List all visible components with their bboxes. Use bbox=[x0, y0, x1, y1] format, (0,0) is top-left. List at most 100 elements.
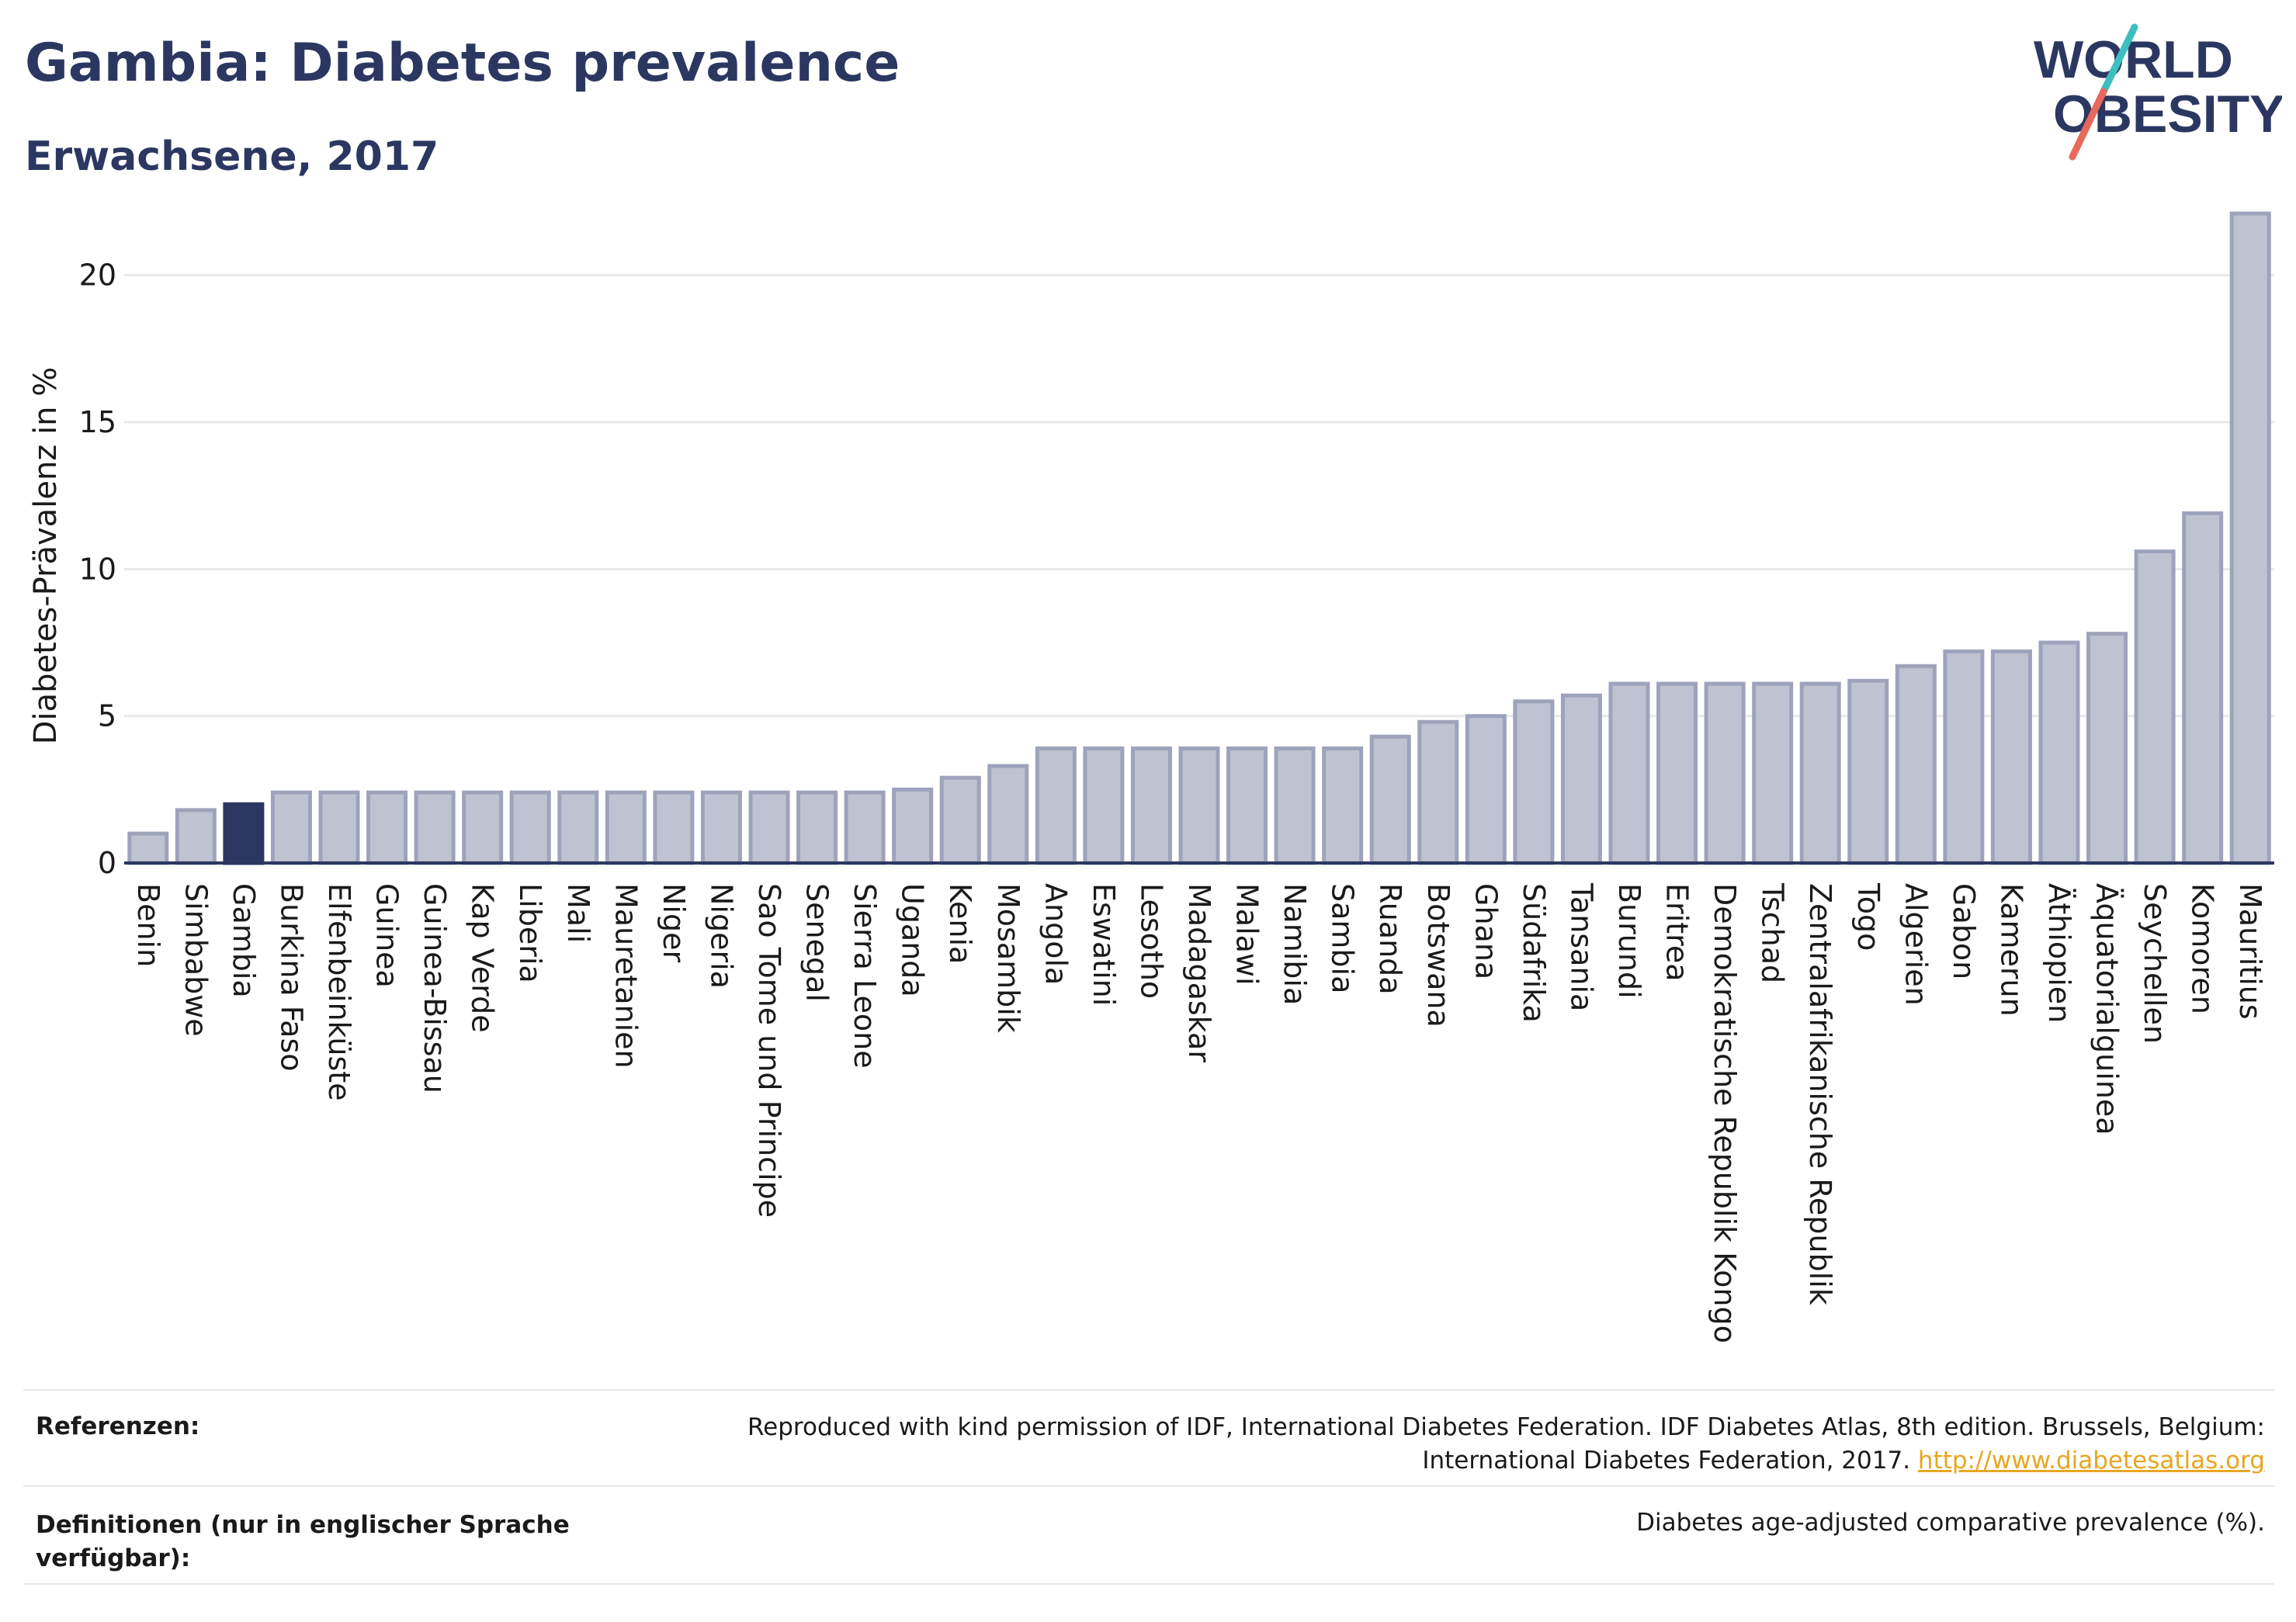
y-tick-label: 10 bbox=[79, 552, 116, 586]
x-tick-label: Algerien bbox=[1899, 883, 1933, 1006]
x-tick-label: Angola bbox=[1039, 883, 1073, 985]
x-tick-label: Äthiopien bbox=[2042, 883, 2076, 1023]
x-tick-label: Zentralafrikanische Republik bbox=[1803, 883, 1837, 1305]
bar-seychellen bbox=[2134, 549, 2176, 865]
x-tick-label: Senegal bbox=[800, 883, 834, 1002]
x-tick-label: Tschad bbox=[1756, 882, 1790, 983]
bar-mauritius bbox=[2229, 211, 2271, 865]
bar-kamerun bbox=[1990, 649, 2032, 865]
x-tick-label: Kap Verde bbox=[466, 883, 500, 1033]
bar-benin bbox=[127, 831, 169, 865]
x-tick-label: Malawi bbox=[1230, 883, 1264, 986]
x-tick-label: Eritrea bbox=[1660, 883, 1694, 982]
definitions-text: Diabetes age-adjusted comparative preval… bbox=[1636, 1509, 2265, 1537]
x-tick-label: Demokratische Republik Kongo bbox=[1708, 883, 1742, 1343]
bar-burkina-faso bbox=[270, 790, 312, 865]
page-title: Gambia: Diabetes prevalence bbox=[25, 33, 900, 94]
bar-tschad bbox=[1752, 681, 1794, 865]
x-tick-label: Lesotho bbox=[1134, 883, 1168, 999]
x-tick-label: Burkina Faso bbox=[274, 883, 308, 1072]
x-tick-label: Niger bbox=[657, 883, 691, 962]
bar-botswana bbox=[1417, 719, 1459, 865]
bar-malawi bbox=[1226, 746, 1268, 865]
bar-gabon bbox=[1943, 649, 1985, 865]
bar-angola bbox=[1035, 746, 1077, 865]
x-tick-label: Tansania bbox=[1564, 882, 1598, 1011]
bar-sao-tome-und-principe bbox=[748, 790, 790, 865]
x-tick-label: Elfenbeinküste bbox=[322, 883, 356, 1101]
x-tick-label: Botswana bbox=[1421, 883, 1455, 1028]
footer-divider-bottom bbox=[23, 1583, 2274, 1585]
x-tick-label: Ghana bbox=[1469, 883, 1503, 979]
x-tick-label: Mali bbox=[561, 883, 595, 943]
x-tick-label: Liberia bbox=[513, 883, 547, 983]
bar-guinea bbox=[366, 790, 408, 865]
x-tick-label: Ruanda bbox=[1373, 883, 1407, 995]
x-tick-label: Sao Tome und Principe bbox=[752, 883, 786, 1218]
x-tick-label: Mauritius bbox=[2233, 883, 2267, 1020]
bar-namibia bbox=[1274, 746, 1316, 865]
logo-slash-bottom bbox=[2069, 88, 2107, 161]
bar-simbabwe bbox=[175, 808, 217, 865]
references-link[interactable]: http://www.diabetesatlas.org bbox=[1917, 1447, 2265, 1475]
bar-niger bbox=[653, 790, 695, 865]
x-tick-label: Komoren bbox=[2186, 883, 2220, 1014]
references-line1: Reproduced with kind permission of IDF, … bbox=[747, 1413, 2265, 1441]
x-tick-label: Burundi bbox=[1612, 883, 1646, 999]
bar-zentralafrikanische-republik bbox=[1799, 681, 1841, 865]
bar-äthiopien bbox=[2038, 640, 2080, 865]
x-tick-label: Kenia bbox=[943, 883, 977, 964]
x-tick-label: Simbabwe bbox=[179, 883, 213, 1037]
y-tick-label: 15 bbox=[79, 405, 116, 439]
x-tick-label: Guinea-Bissau bbox=[418, 883, 452, 1093]
bar-uganda bbox=[892, 787, 934, 865]
bar-komoren bbox=[2182, 511, 2224, 865]
bar-liberia bbox=[509, 790, 551, 865]
y-tick-label: 5 bbox=[98, 699, 116, 733]
world-obesity-logo: WORLD OBESITY bbox=[2034, 23, 2282, 161]
logo-slash-top bbox=[2100, 23, 2138, 95]
x-tick-label: Gabon bbox=[1947, 883, 1981, 979]
bar-kap-verde bbox=[462, 790, 504, 865]
x-tick-label: Eswatini bbox=[1087, 883, 1121, 1006]
definitions-label: Definitionen (nur in englischer Sprache … bbox=[36, 1511, 570, 1572]
references-label: Referenzen: bbox=[36, 1412, 200, 1440]
bar-gambia bbox=[223, 802, 265, 865]
bar-sambia bbox=[1322, 746, 1364, 865]
x-tick-label: Benin bbox=[131, 883, 165, 967]
bar-elfenbeinküste bbox=[318, 790, 360, 865]
footer-divider-top bbox=[23, 1389, 2274, 1391]
bar-madagaskar bbox=[1178, 746, 1220, 865]
bar-mauretanien bbox=[605, 790, 647, 865]
x-tick-label: Togo bbox=[1851, 882, 1885, 951]
y-tick-label: 0 bbox=[98, 846, 116, 880]
x-tick-label: Namibia bbox=[1278, 883, 1312, 1005]
bar-demokratische-republik-kongo bbox=[1704, 681, 1746, 865]
bar-kenia bbox=[939, 775, 981, 865]
bar-mali bbox=[557, 790, 599, 865]
bar-burundi bbox=[1608, 681, 1650, 865]
x-tick-label: Südafrika bbox=[1517, 883, 1551, 1023]
x-tick-label: Seychellen bbox=[2138, 883, 2172, 1044]
logo-word-world: WORLD bbox=[2034, 30, 2233, 89]
footer-divider-middle bbox=[23, 1485, 2274, 1487]
x-tick-label: Sambia bbox=[1326, 883, 1360, 993]
bar-eswatini bbox=[1083, 746, 1125, 865]
bar-guinea-bissau bbox=[414, 790, 456, 865]
bar-ghana bbox=[1465, 714, 1507, 865]
x-tick-label: Gambia bbox=[227, 883, 261, 998]
y-axis-title: Diabetes-Prävalenz in % bbox=[28, 367, 64, 745]
x-tick-label: Kamerun bbox=[1994, 883, 2028, 1017]
references-text: Reproduced with kind permission of IDF, … bbox=[713, 1411, 2265, 1478]
bar-togo bbox=[1847, 678, 1889, 865]
x-tick-label: Mosambik bbox=[991, 883, 1025, 1033]
y-tick-label: 20 bbox=[79, 258, 116, 293]
references-line2: International Diabetes Federation, 2017. bbox=[1422, 1447, 1911, 1475]
bar-lesotho bbox=[1130, 746, 1172, 865]
x-tick-label: Mauretanien bbox=[609, 883, 643, 1069]
bar-eritrea bbox=[1656, 681, 1698, 865]
bar-sierra-leone bbox=[844, 790, 886, 865]
bar-nigeria bbox=[700, 790, 742, 865]
bar-tansania bbox=[1560, 693, 1602, 865]
x-tick-label: Uganda bbox=[896, 883, 930, 997]
